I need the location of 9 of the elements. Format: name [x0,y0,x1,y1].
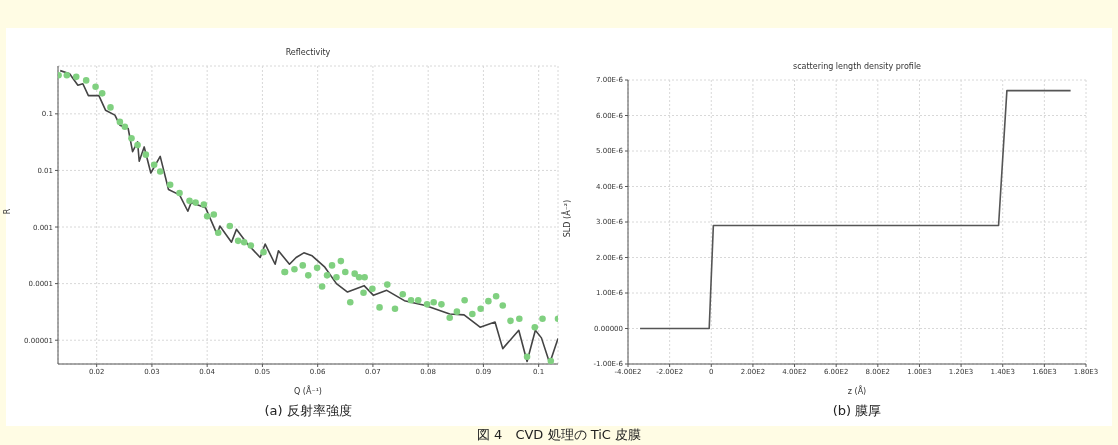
y-axis-title: SLD (Å⁻²) [562,198,572,240]
y-axis-title: R [2,207,12,217]
x-axis-title: z (Å) [847,385,867,396]
text: (b) 膜厚 [831,402,883,420]
chart-title: Reflectivity [284,48,332,57]
chart-title: scattering length density profile [791,62,923,71]
x-axis-title: Q (Å⁻¹) [294,385,322,396]
caption: 図 4 CVD 処理の TiC 皮膜 [476,426,642,444]
text: (a) 反射率強度 [263,402,353,420]
